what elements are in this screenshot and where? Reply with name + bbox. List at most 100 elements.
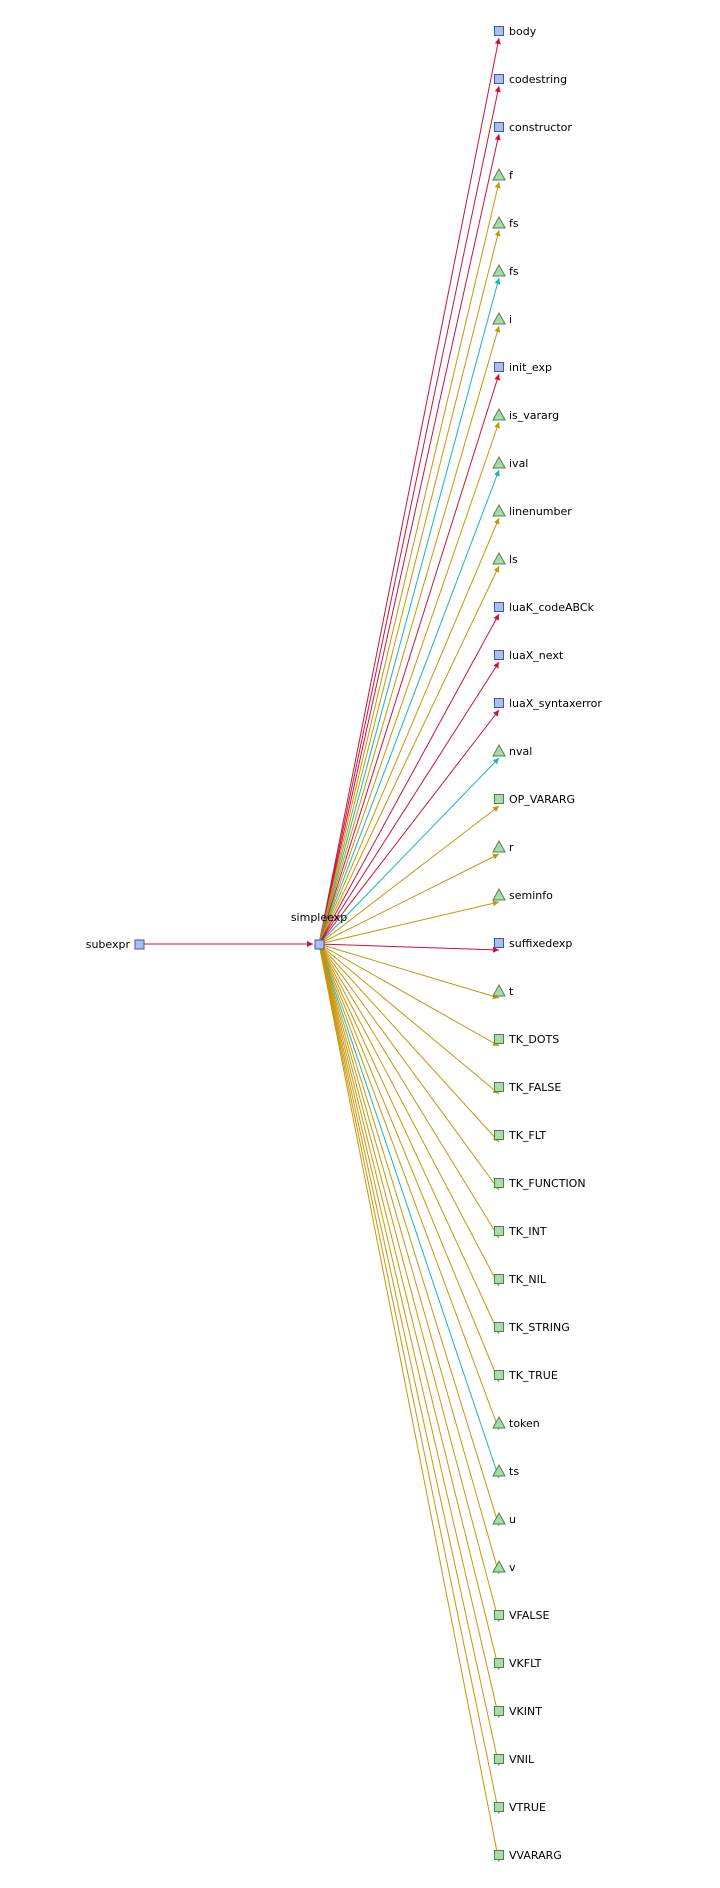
edge-simpleexp-i [318, 325, 501, 945]
function-square-icon [494, 74, 504, 84]
edge-simpleexp-tk-true [318, 943, 500, 1383]
node-suffixedexp[interactable]: suffixedexp [494, 937, 573, 950]
node-ts[interactable]: ts [492, 1463, 519, 1478]
edge-simpleexp-t [318, 943, 500, 1000]
node-label: suffixedexp [509, 937, 572, 950]
edge-simpleexp-vnil [318, 943, 501, 1767]
constant-square-icon [494, 1658, 504, 1668]
function-square-icon [494, 362, 504, 372]
node-tk-int[interactable]: TK_INT [494, 1225, 547, 1238]
node-label: seminfo [509, 889, 553, 902]
node-luax-syntaxerror[interactable]: luaX_syntaxerror [494, 697, 603, 710]
node-label: init_exp [509, 361, 552, 374]
node-u[interactable]: u [492, 1511, 516, 1526]
node-tk-string[interactable]: TK_STRING [494, 1321, 570, 1334]
node-tk-function[interactable]: TK_FUNCTION [494, 1177, 586, 1190]
function-square-icon [494, 122, 504, 132]
constant-square-icon [494, 1322, 504, 1332]
node-v[interactable]: v [492, 1559, 516, 1574]
node-label: VTRUE [509, 1801, 546, 1814]
node-label: TK_FUNCTION [508, 1177, 586, 1190]
node-label: body [509, 25, 537, 38]
node-vvararg[interactable]: VVARARG [494, 1849, 562, 1862]
node-label: OP_VARARG [509, 793, 575, 806]
node-label: TK_TRUE [508, 1369, 558, 1382]
edge-simpleexp-ts [318, 943, 500, 1479]
node-nval[interactable]: nval [492, 743, 532, 758]
edge-simpleexp-u [318, 943, 501, 1527]
node-tk-dots[interactable]: TK_DOTS [494, 1033, 560, 1046]
variable-triangle-icon [492, 1511, 506, 1525]
node-t[interactable]: t [492, 983, 514, 998]
node-f[interactable]: f [492, 167, 514, 182]
edge-simpleexp-fs [318, 277, 501, 945]
node-label: ls [509, 553, 518, 566]
node-tk-false[interactable]: TK_FALSE [494, 1081, 562, 1094]
edge-simpleexp-luax-next [318, 661, 500, 945]
function-square-icon [494, 602, 504, 612]
variable-triangle-icon [492, 743, 506, 757]
node-token[interactable]: token [492, 1415, 540, 1430]
node-label: linenumber [509, 505, 572, 518]
edge-simpleexp-v [318, 943, 501, 1575]
node-label: TK_INT [508, 1225, 547, 1238]
variable-triangle-icon [492, 311, 506, 325]
node-init-exp[interactable]: init_exp [494, 361, 552, 374]
node-subexpr[interactable]: subexpr [86, 938, 145, 951]
node-tk-true[interactable]: TK_TRUE [494, 1369, 558, 1382]
node-vfalse[interactable]: VFALSE [494, 1609, 550, 1622]
edge-simpleexp-nval [318, 757, 500, 945]
node-label: luaK_codeABCk [509, 601, 595, 614]
node-linenumber[interactable]: linenumber [492, 503, 572, 518]
node-seminfo[interactable]: seminfo [492, 887, 553, 902]
edge-simpleexp-tk-flt [318, 943, 500, 1143]
node-i[interactable]: i [492, 311, 512, 326]
node-simpleexp[interactable]: simpleexp [291, 911, 347, 950]
node-vkint[interactable]: VKINT [494, 1705, 543, 1718]
node-label: v [509, 1561, 516, 1574]
variable-triangle-icon [492, 455, 506, 469]
edge-simpleexp-body [318, 37, 501, 945]
node-fs[interactable]: fs [492, 263, 519, 278]
edge-simpleexp-constructor [318, 133, 501, 945]
node-codestring[interactable]: codestring [494, 73, 568, 86]
node-body[interactable]: body [494, 25, 537, 38]
node-vnil[interactable]: VNIL [494, 1753, 535, 1766]
variable-triangle-icon [492, 503, 506, 517]
variable-triangle-icon [492, 1559, 506, 1573]
node-vtrue[interactable]: VTRUE [494, 1801, 546, 1814]
node-tk-flt[interactable]: TK_FLT [494, 1129, 547, 1142]
node-tk-nil[interactable]: TK_NIL [494, 1273, 547, 1286]
constant-square-icon [494, 1034, 504, 1044]
node-luak-codeabck[interactable]: luaK_codeABCk [494, 601, 595, 614]
variable-triangle-icon [492, 167, 506, 181]
function-square-icon [134, 939, 145, 950]
node-label: fs [509, 217, 519, 230]
edge-simpleexp-op-vararg [318, 805, 500, 945]
edge-simpleexp-seminfo [318, 900, 500, 945]
node-vkflt[interactable]: VKFLT [494, 1657, 542, 1670]
node-label: t [509, 985, 514, 998]
node-constructor[interactable]: constructor [494, 121, 573, 134]
function-square-icon [314, 939, 325, 950]
node-label: nval [509, 745, 532, 758]
node-label: ts [509, 1465, 519, 1478]
node-label: VKFLT [509, 1657, 542, 1670]
node-is-vararg[interactable]: is_vararg [492, 407, 559, 422]
constant-square-icon [494, 1226, 504, 1236]
node-ls[interactable]: ls [492, 551, 518, 566]
node-label: TK_STRING [508, 1321, 570, 1334]
node-label: TK_DOTS [508, 1033, 559, 1046]
node-label: f [509, 169, 514, 182]
edge-simpleexp-is-vararg [318, 421, 500, 945]
variable-triangle-icon [492, 1463, 506, 1477]
constant-square-icon [494, 794, 504, 804]
edge-simpleexp-vvararg [318, 943, 501, 1863]
node-r[interactable]: r [492, 839, 514, 854]
edge-simpleexp-vkflt [318, 943, 501, 1671]
node-luax-next[interactable]: luaX_next [494, 649, 564, 662]
node-fs[interactable]: fs [492, 215, 519, 230]
node-op-vararg[interactable]: OP_VARARG [494, 793, 576, 806]
node-ival[interactable]: ival [492, 455, 528, 470]
